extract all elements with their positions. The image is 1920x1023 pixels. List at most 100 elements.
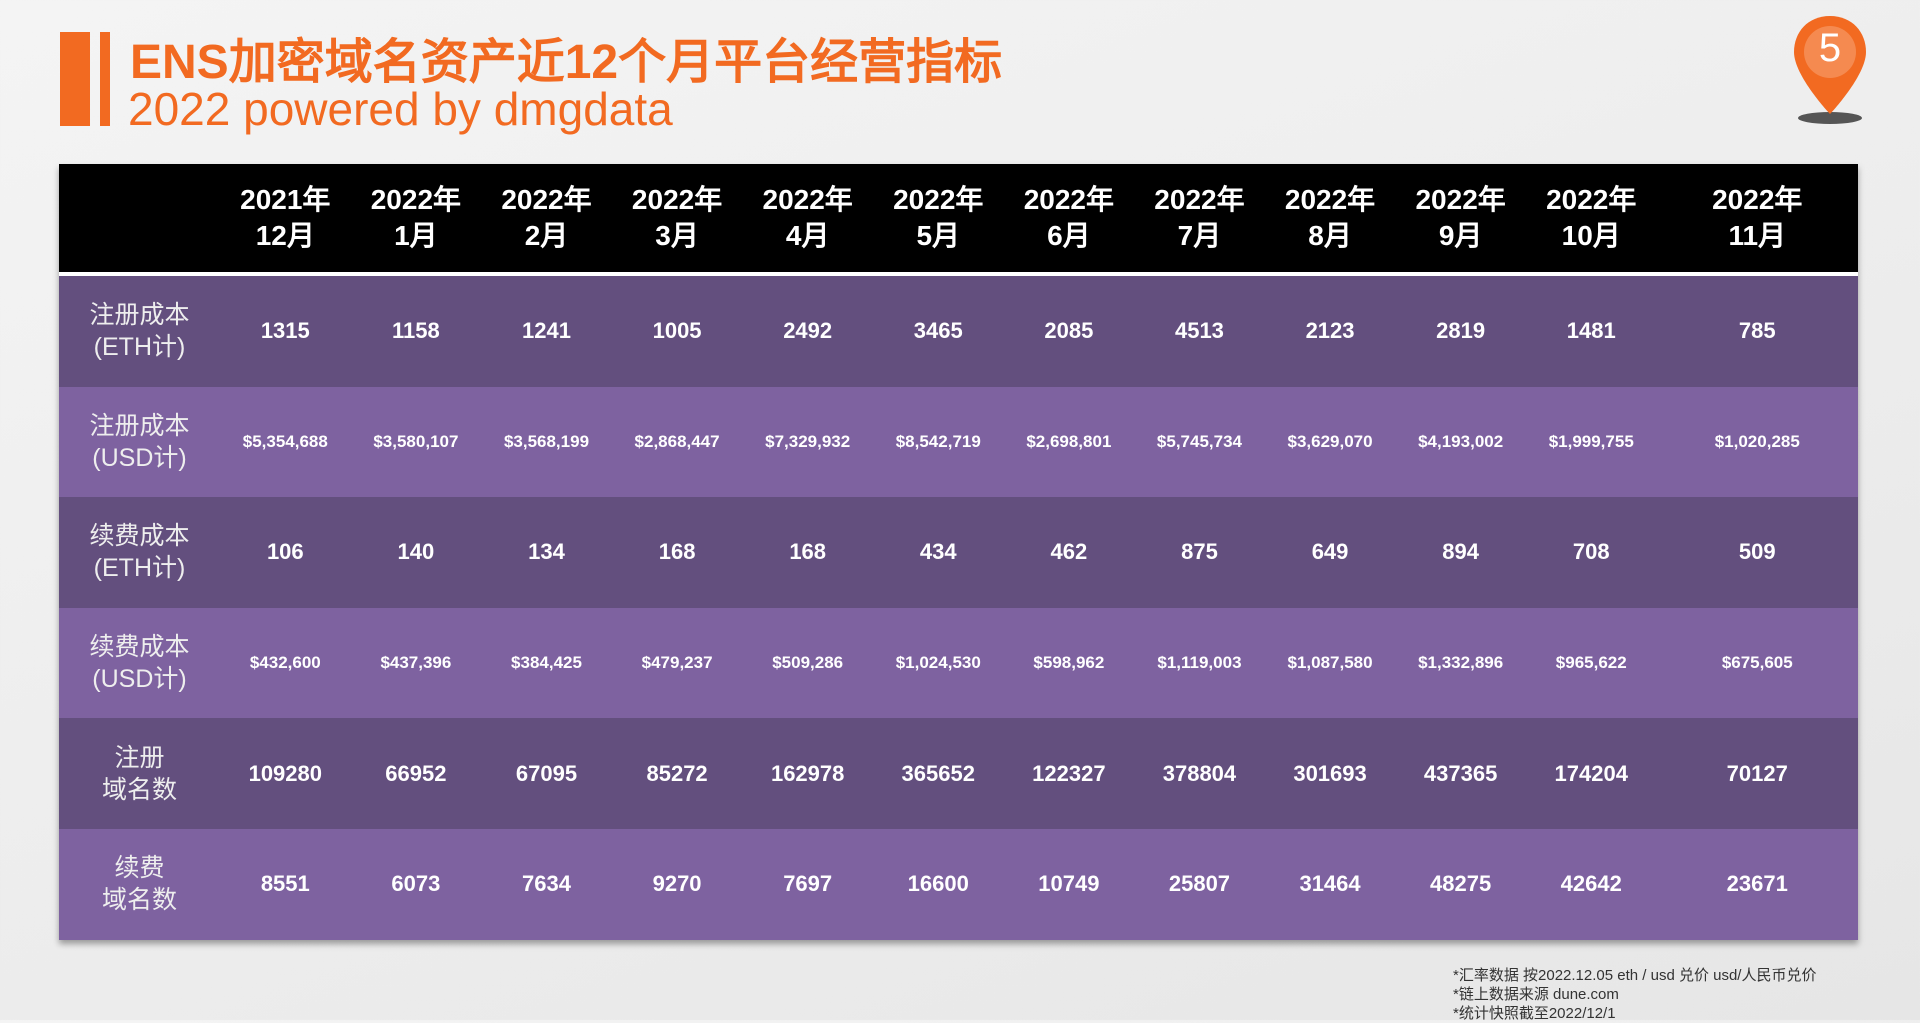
table-cell: 1005 <box>652 318 702 344</box>
table-cell: 2492 <box>783 318 833 344</box>
row-label-line: 域名数 <box>101 775 177 804</box>
column-header: 2021年 12月 <box>220 182 351 254</box>
table-cell: $1,332,896 <box>1418 653 1504 673</box>
column-header-line: 2022年 <box>1023 184 1114 215</box>
table-cell: 122327 <box>1032 760 1106 786</box>
table-cell: 875 <box>1181 539 1218 565</box>
table-cell: 109280 <box>248 760 322 786</box>
table-cell: $1,087,580 <box>1287 653 1373 673</box>
metrics-table: 2021年 12月 2022年 1月 2022年 2月 2022年 3月 2022年 4月 2022… <box>59 164 1858 940</box>
table-cell: $479,237 <box>641 653 713 673</box>
row-label: 注册成本 (USD计) <box>59 410 220 474</box>
table-cell: 3465 <box>913 318 963 344</box>
table-cell: 134 <box>528 539 565 565</box>
table-cell: 23671 <box>1726 871 1788 897</box>
row-label-line: 注册成本 <box>89 411 190 440</box>
table-row: 续费成本 (ETH计) 106 140 134 168 168 434 462 875 649 894… <box>59 497 1858 608</box>
table-cell: 67095 <box>515 760 578 786</box>
column-header-line: 2022年 <box>1546 184 1637 215</box>
column-header-line: 11月 <box>1728 220 1787 251</box>
column-header-line: 2022年 <box>893 184 984 215</box>
table-cell: 894 <box>1442 539 1479 565</box>
table-cell: 649 <box>1311 539 1349 565</box>
table-cell: $965,622 <box>1555 653 1627 673</box>
table-cell: 2819 <box>1436 318 1486 344</box>
footnotes: *汇率数据 按2022.12.05 eth / usd 兑价 usd/人民币兑价… <box>1453 966 1816 1023</box>
column-header-line: 2021年 <box>240 184 331 215</box>
row-label-line: (ETH计) <box>93 554 186 583</box>
page-title: ENS加密域名资产近12个月平台经营指标 <box>130 36 1003 89</box>
column-header: 2022年 4月 <box>742 182 873 254</box>
table-cell: 8551 <box>260 871 310 897</box>
column-header-line: 2022年 <box>501 184 592 215</box>
row-label-line: (ETH计) <box>93 333 186 362</box>
table-row: 注册成本 (ETH计) 1315 1158 1241 1005 2492 3465 2085 45… <box>59 276 1858 387</box>
table-cell: 7634 <box>522 871 571 897</box>
column-header: 2022年 5月 <box>873 182 1004 254</box>
table-cell: 4513 <box>1174 318 1224 344</box>
table-cell: $1,020,285 <box>1714 431 1800 451</box>
column-header-line: 8月 <box>1308 220 1352 251</box>
row-label: 注册 域名数 <box>59 742 220 806</box>
table-cell: 10749 <box>1038 871 1100 897</box>
table-cell: 1315 <box>260 318 310 344</box>
table-cell: $3,568,199 <box>503 431 590 451</box>
table-cell: $4,193,002 <box>1418 431 1504 451</box>
page-subtitle: 2022 powered by dmgdata <box>128 83 673 135</box>
table-cell: 785 <box>1738 318 1776 344</box>
map-pin-icon <box>1794 16 1866 124</box>
table-cell: 1481 <box>1566 318 1616 344</box>
column-header-line: 2022年 <box>370 184 462 215</box>
column-header: 2022年 1月 <box>351 182 482 254</box>
row-label-line: 注册 <box>114 743 165 772</box>
column-header-line: 2022年 <box>1415 184 1506 215</box>
table-cell: 462 <box>1050 539 1088 565</box>
column-header: 2022年 7月 <box>1134 182 1265 254</box>
row-label-line: 域名数 <box>101 886 177 915</box>
table-cell: 174204 <box>1554 760 1628 786</box>
column-header-line: 2022年 <box>1284 184 1376 215</box>
row-label-line: 续费成本 <box>89 633 190 662</box>
row-label-line: 续费 <box>114 854 165 883</box>
table-cell: $7,329,932 <box>765 431 851 451</box>
table-cell: $384,425 <box>511 653 582 673</box>
table-cell: 25807 <box>1168 871 1231 897</box>
table-cell: 168 <box>789 539 827 565</box>
table-cell: 2123 <box>1305 318 1355 344</box>
column-header: 2022年 2月 <box>481 182 612 254</box>
column-header-line: 2022年 <box>1712 184 1803 215</box>
table-cell: $5,354,688 <box>242 431 328 451</box>
column-header-line: 6月 <box>1047 220 1091 251</box>
table-cell: $3,629,070 <box>1287 431 1373 451</box>
column-header-line: 9月 <box>1438 220 1483 251</box>
table-cell: 85272 <box>646 760 708 786</box>
table-cell: 509 <box>1738 539 1776 565</box>
column-header: 2022年 11月 <box>1657 182 1858 254</box>
table-cell: $1,024,530 <box>895 653 981 673</box>
table-cell: $3,580,107 <box>373 431 459 451</box>
column-header: 2022年 9月 <box>1395 182 1526 254</box>
table-cell: $509,286 <box>772 653 844 673</box>
column-header-line: 2月 <box>524 220 569 251</box>
column-header-line: 1月 <box>394 220 438 251</box>
table-cell: 437365 <box>1423 760 1498 786</box>
table-cell: 106 <box>266 539 304 565</box>
row-label-line: (USD计) <box>92 665 187 694</box>
column-header-line: 5月 <box>916 220 961 251</box>
column-header-line: 12月 <box>255 220 315 251</box>
table-cell: 378804 <box>1162 760 1237 786</box>
row-label: 注册成本 (ETH计) <box>59 299 220 363</box>
column-header: 2022年 10月 <box>1526 182 1657 254</box>
table-cell: 1158 <box>392 318 440 344</box>
table-cell: 1241 <box>522 318 571 344</box>
column-header: 2022年 3月 <box>612 182 743 254</box>
title-accent-bar-thin <box>100 32 110 126</box>
table-cell: 16600 <box>907 871 969 897</box>
table-cell: 708 <box>1572 539 1610 565</box>
table-cell: $2,868,447 <box>634 431 720 451</box>
column-header-line: 2022年 <box>762 184 853 215</box>
table-row: 续费成本 (USD计) $432,600 $437,396 $384,425 $479,2… <box>59 607 1858 719</box>
column-header: 2022年 6月 <box>1004 182 1135 254</box>
column-header-line: 10月 <box>1561 220 1621 251</box>
column-header-line: 7月 <box>1177 220 1222 251</box>
